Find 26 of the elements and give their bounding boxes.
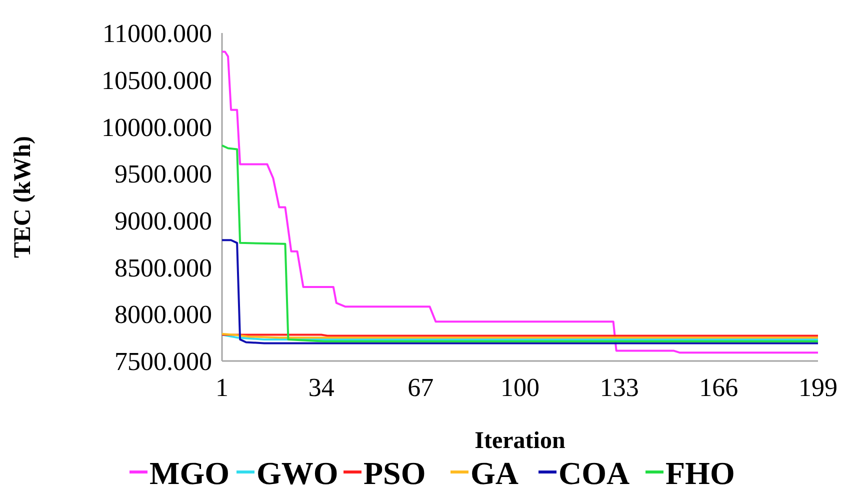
x-tick-label: 100 bbox=[500, 373, 540, 402]
y-tick-label: 7500.000 bbox=[114, 347, 212, 376]
y-tick-label: 10500.000 bbox=[102, 66, 212, 95]
legend-label: MGO bbox=[150, 455, 230, 491]
y-tick-label: 9000.000 bbox=[114, 206, 212, 236]
y-tick-label: 11000.000 bbox=[102, 19, 212, 48]
y-tick-label: 10000.000 bbox=[102, 112, 212, 142]
legend-label: GWO bbox=[256, 455, 338, 491]
x-tick-label: 166 bbox=[699, 373, 738, 402]
line-series bbox=[221, 239, 819, 344]
legend-label: PSO bbox=[364, 455, 426, 491]
x-tick-label: 67 bbox=[408, 373, 434, 402]
legend-label: GA bbox=[470, 455, 518, 491]
legend-label: COA bbox=[558, 455, 630, 491]
x-tick-label: 1 bbox=[216, 373, 228, 402]
legend-label: FHO bbox=[666, 455, 735, 491]
x-tick-label: 133 bbox=[600, 373, 639, 402]
y-axis-title: TEC (kWh) bbox=[10, 136, 36, 258]
x-axis-title: Iteration bbox=[474, 428, 566, 454]
x-tick-label: 199 bbox=[798, 373, 838, 402]
line-series bbox=[221, 50, 819, 354]
y-tick-label: 9500.000 bbox=[114, 160, 212, 189]
y-tick-label: 8500.000 bbox=[114, 253, 212, 282]
y-tick-label: 8000.000 bbox=[114, 300, 212, 330]
line-series bbox=[221, 144, 819, 342]
x-tick-label: 34 bbox=[308, 373, 334, 402]
